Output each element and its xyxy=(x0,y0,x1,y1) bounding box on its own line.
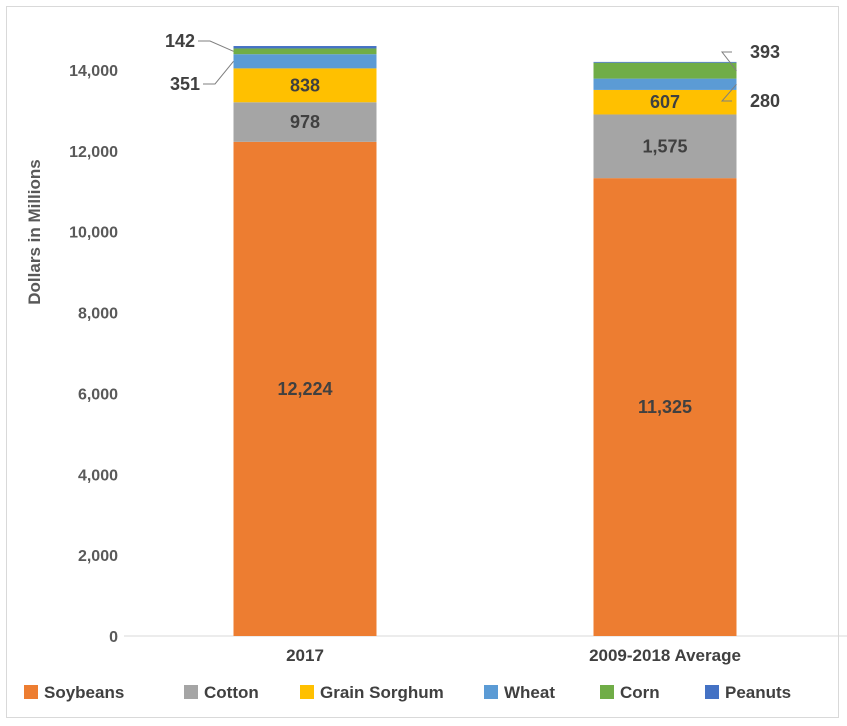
data-label-wheat: 280 xyxy=(750,91,780,111)
legend-label: Cotton xyxy=(204,683,259,702)
data-label-soybeans: 12,224 xyxy=(277,379,332,399)
legend-item: Peanuts xyxy=(705,683,791,702)
data-labels: 12,224 978 838 351 142 11,325 1,575 607 280 393 xyxy=(165,31,780,417)
leader-line-corn xyxy=(720,51,737,71)
y-axis-title: Dollars in Millions xyxy=(25,159,44,304)
legend-swatch xyxy=(705,685,719,699)
bar-cotton xyxy=(233,102,377,142)
bar-wheat xyxy=(593,78,737,90)
bar-corn xyxy=(593,62,737,79)
y-tick-label: 14,000 xyxy=(69,63,118,80)
data-label-grain-sorghum: 607 xyxy=(650,92,680,112)
y-tick-label: 8,000 xyxy=(78,306,118,323)
legend-item: Cotton xyxy=(184,683,259,702)
legend-swatch xyxy=(600,685,614,699)
y-axis: 0 2,000 4,000 6,000 8,000 10,000 12,000 14,000 xyxy=(69,63,118,646)
x-axis-categories: 2017 2009-2018 Average xyxy=(286,646,741,665)
bar-peanuts xyxy=(593,61,737,63)
y-tick-label: 0 xyxy=(109,629,118,646)
legend-swatch xyxy=(300,685,314,699)
legend-label: Wheat xyxy=(504,683,555,702)
legend-swatch xyxy=(484,685,498,699)
bar-grain-sorghum xyxy=(593,89,737,115)
bar-wheat xyxy=(233,54,377,69)
y-tick-label: 2,000 xyxy=(78,548,118,565)
bar-grain-sorghum xyxy=(233,68,377,103)
data-label-cotton: 978 xyxy=(290,112,320,132)
x-category-label: 2017 xyxy=(286,646,324,665)
y-axis-title-group: Dollars in Millions xyxy=(25,159,44,304)
data-label-cotton: 1,575 xyxy=(642,136,687,156)
legend-item: Wheat xyxy=(484,683,555,702)
legend-swatch xyxy=(184,685,198,699)
legend-swatch xyxy=(24,685,38,699)
legend-item: Grain Sorghum xyxy=(300,683,444,702)
x-category-label: 2009-2018 Average xyxy=(589,646,741,665)
bar-peanuts xyxy=(233,46,377,49)
data-label-soybeans: 11,325 xyxy=(638,397,692,417)
legend-item: Corn xyxy=(600,683,660,702)
chart-frame xyxy=(6,6,839,718)
y-tick-label: 6,000 xyxy=(78,386,118,403)
data-label-wheat: 351 xyxy=(170,74,200,94)
leader-line-corn xyxy=(198,40,234,52)
leader-line-wheat xyxy=(203,60,234,85)
bar-soybeans xyxy=(593,178,737,636)
legend-label: Soybeans xyxy=(44,683,124,702)
data-label-grain-sorghum: 838 xyxy=(290,75,320,95)
bar-cotton xyxy=(593,114,737,179)
data-label-corn: 393 xyxy=(750,42,780,62)
bars xyxy=(233,46,737,636)
leader-line-wheat xyxy=(720,83,737,102)
legend-label: Corn xyxy=(620,683,660,702)
y-tick-label: 12,000 xyxy=(69,144,118,161)
bar-soybeans xyxy=(233,141,377,636)
data-label-corn: 142 xyxy=(165,31,195,51)
legend-label: Peanuts xyxy=(725,683,791,702)
y-tick-label: 10,000 xyxy=(69,225,118,242)
legend-item: Soybeans xyxy=(24,683,124,702)
y-tick-label: 4,000 xyxy=(78,467,118,484)
bar-corn xyxy=(233,48,377,55)
legend-label: Grain Sorghum xyxy=(320,683,444,702)
legend: Soybeans Cotton Grain Sorghum Wheat Corn Pean… xyxy=(24,683,791,702)
